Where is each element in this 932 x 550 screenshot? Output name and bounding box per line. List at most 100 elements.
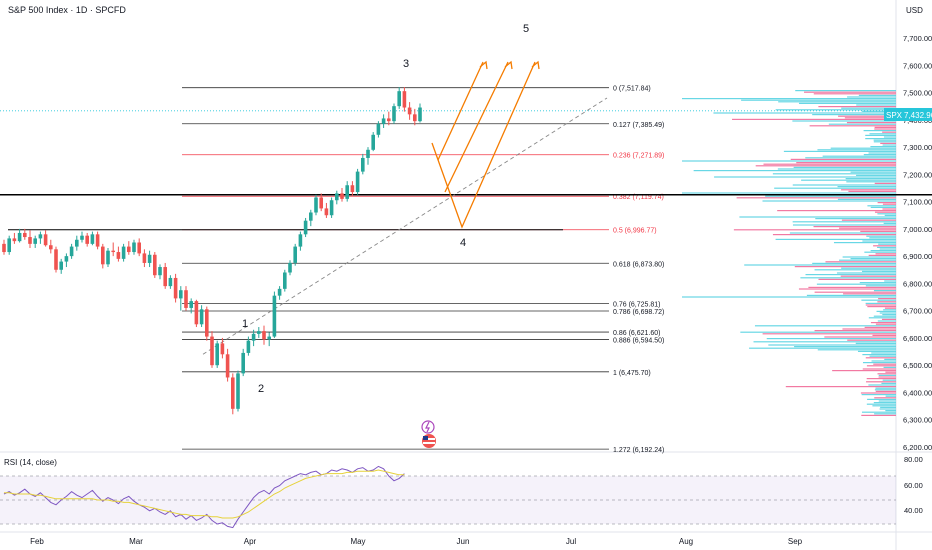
candle-body xyxy=(267,336,271,340)
volume-profile-bar xyxy=(882,208,896,210)
volume-profile-bar xyxy=(866,378,896,380)
volume-profile-bar xyxy=(755,165,896,167)
volume-profile-bar xyxy=(858,94,896,96)
arrowhead-icon xyxy=(479,60,488,70)
fibonacci-retracement[interactable]: 0 (7,517.84) 0.127 (7,385.49) 0.236 (7,271… xyxy=(0,86,932,454)
price-tick-label: 7,000.00 xyxy=(903,225,932,234)
candle-body xyxy=(153,254,157,276)
volume-profile-bar xyxy=(792,184,896,186)
candle-body xyxy=(69,246,74,257)
volume-profile-bar xyxy=(873,139,896,141)
time-tick-label: Jun xyxy=(457,537,470,546)
candle-body xyxy=(163,267,167,287)
candle-body xyxy=(7,238,11,253)
candle-body xyxy=(246,340,251,353)
candle-body xyxy=(335,193,339,201)
candle-body xyxy=(158,267,162,276)
price-tick-label: 7,700.00 xyxy=(903,34,932,43)
currency-label[interactable]: USD xyxy=(906,6,923,15)
volume-profile-bar xyxy=(682,296,896,298)
candle-body xyxy=(236,373,240,409)
volume-profile-bar xyxy=(861,394,896,396)
candle-body xyxy=(350,185,355,193)
projection-arrow-2[interactable] xyxy=(444,61,509,193)
volume-profile-bar xyxy=(859,282,896,284)
volume-profile-bar xyxy=(812,262,896,264)
candle-body xyxy=(303,220,308,235)
volume-profile-bar xyxy=(817,149,896,151)
volume-profile-bar xyxy=(815,218,896,220)
volume-profile-bar xyxy=(884,358,896,360)
candle-body xyxy=(210,336,214,366)
candle-body xyxy=(309,212,313,221)
price-tick-label: 7,500.00 xyxy=(903,89,932,98)
wave-label: 3 xyxy=(403,58,409,70)
projection-path-main[interactable] xyxy=(431,61,536,229)
volume-profile-bar xyxy=(875,253,896,255)
volume-profile-bar xyxy=(846,181,896,183)
volume-profile-bar xyxy=(875,323,896,325)
volume-profile-bar xyxy=(877,213,896,215)
volume-profile-bar xyxy=(763,163,896,165)
candle-body xyxy=(184,290,188,308)
volume-profile-bar xyxy=(841,107,896,109)
price-tick-label: 7,200.00 xyxy=(903,170,932,179)
volume-profile-bar xyxy=(832,370,896,372)
wave-label: 4 xyxy=(460,237,466,249)
earnings-flash-icon[interactable] xyxy=(421,420,435,434)
time-tick-label: Aug xyxy=(679,537,693,546)
volume-profile-bar xyxy=(870,206,896,208)
volume-profile-bar xyxy=(736,197,896,199)
volume-profile-bar xyxy=(881,318,896,320)
dashed-trend-line[interactable] xyxy=(202,97,608,355)
candle-body xyxy=(33,238,37,244)
fib-level-label: 0.886 (6,594.50) xyxy=(613,337,664,344)
candle-body xyxy=(277,288,282,296)
trend-line[interactable] xyxy=(202,97,608,355)
candle-body xyxy=(418,107,422,122)
volume-profile-bar xyxy=(818,278,896,280)
volume-profile-bar xyxy=(867,306,896,308)
volume-profile-bar xyxy=(840,275,896,277)
volume-profile-bar xyxy=(866,381,896,383)
candle-body xyxy=(251,333,256,341)
candle-body xyxy=(298,234,303,247)
projection-arrow-1[interactable] xyxy=(437,61,484,161)
rsi-indicator-label[interactable]: RSI (14, close) xyxy=(4,458,57,467)
volume-profile-bar xyxy=(798,288,896,290)
volume-profile-bar xyxy=(839,259,896,261)
volume-profile-bar xyxy=(861,299,896,301)
wave-projection-arrows[interactable] xyxy=(431,60,540,229)
volume-profile-bar xyxy=(814,269,896,271)
volume-profile-bar xyxy=(836,272,896,274)
volume-profile-bar xyxy=(878,376,896,378)
volume-profile-bar xyxy=(865,357,896,359)
symbol-title[interactable]: S&P 500 Index · 1D · SPCFD xyxy=(8,5,126,15)
candle-body xyxy=(38,234,43,239)
fib-level-label: 1.272 (6,192.24) xyxy=(613,447,664,454)
candle-body xyxy=(173,277,178,299)
price-tick-label: 6,400.00 xyxy=(903,388,932,397)
rsi-level-80: 80.00 xyxy=(904,455,923,464)
rsi-line xyxy=(3,465,405,529)
volume-profile-bar xyxy=(865,134,896,136)
volume-profile-bar xyxy=(804,91,896,93)
time-axis[interactable]: Feb Mar Apr May Jun Jul Aug Sep xyxy=(30,537,803,546)
volume-profile-bar xyxy=(749,347,896,349)
volume-profile-bar xyxy=(877,246,896,248)
time-tick-label: Feb xyxy=(30,537,44,546)
volume-profile-bar xyxy=(800,277,896,279)
volume-profile-bar xyxy=(754,325,896,327)
us-flag-event-icon[interactable] xyxy=(422,434,436,448)
volume-profile-bar xyxy=(862,270,896,272)
fib-level-label: 0.236 (7,271.89) xyxy=(613,153,664,160)
volume-profile-bar xyxy=(869,133,896,135)
volume-profile-bar xyxy=(789,232,896,234)
fib-level-label: 0.618 (6,873.80) xyxy=(613,261,664,268)
volume-profile-bar xyxy=(814,330,896,332)
volume-profile-bar xyxy=(869,355,896,357)
volume-profile-bar xyxy=(862,354,896,356)
volume-profile-bar xyxy=(877,373,896,375)
wave-label: 1 xyxy=(242,318,248,330)
